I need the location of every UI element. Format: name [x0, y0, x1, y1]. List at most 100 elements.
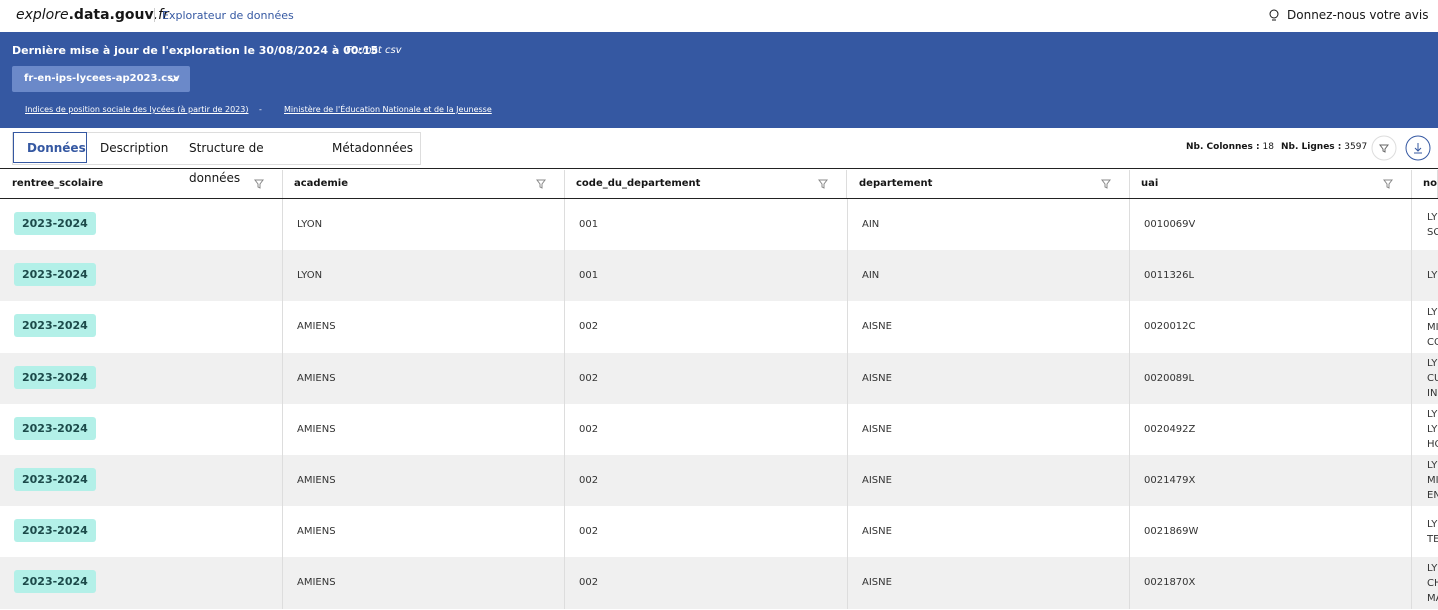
column-header[interactable]: rentree_scolaire: [0, 170, 283, 198]
cell-line: EN: [1427, 490, 1438, 502]
filter-button[interactable]: [1371, 135, 1397, 161]
cell-border: [1129, 301, 1130, 353]
cell-border: [1129, 455, 1130, 507]
cell-border: [847, 557, 848, 609]
organization-link[interactable]: Ministère de l'Éducation Nationale et de…: [284, 105, 492, 114]
stat-label: Nb. Colonnes :: [1186, 142, 1260, 152]
cell: 001: [579, 219, 599, 230]
year-badge: 2023-2024: [14, 314, 96, 338]
cell: 0021479X: [1144, 475, 1196, 486]
cell: AMIENS: [297, 321, 336, 333]
cell: 0021869W: [1144, 526, 1199, 538]
tab[interactable]: Données: [13, 132, 87, 163]
stat-label: Nb. Lignes :: [1281, 142, 1342, 152]
cell-border: [564, 403, 565, 455]
cell-border: [1411, 352, 1412, 404]
dataset-link[interactable]: Indices de position sociale des lycées (…: [25, 105, 249, 114]
cell-border: [282, 199, 283, 251]
cell: 002: [579, 475, 599, 486]
logo-part: explore: [16, 7, 69, 23]
column-filter[interactable]: [254, 179, 264, 189]
cell: 0010069V: [1144, 219, 1196, 230]
column-filter[interactable]: [536, 179, 546, 189]
cell-line: LY: [1427, 408, 1438, 420]
cell: AMIENS: [297, 372, 336, 384]
cell-line: CO: [1427, 336, 1438, 348]
feedback-link[interactable]: Donnez-nous votre avis: [1287, 8, 1429, 22]
column-header[interactable]: departement: [847, 170, 1130, 198]
column-filter[interactable]: [1383, 179, 1393, 189]
app-name: Explorateur de données: [162, 9, 294, 22]
year-badge: 2023-2024: [14, 416, 96, 440]
column-header[interactable]: code_du_departement: [564, 170, 847, 198]
cell-border: [1129, 557, 1130, 609]
cell-line: IN: [1427, 387, 1438, 399]
column-filter[interactable]: [818, 179, 828, 189]
tab[interactable]: Métadonnées: [332, 141, 413, 155]
cell: 001: [579, 270, 599, 282]
cell-line: HO: [1427, 438, 1438, 450]
cell-line: LY: [1427, 562, 1438, 574]
cell-line: CH: [1427, 577, 1438, 589]
cell-line: LY: [1427, 423, 1438, 435]
cell-border: [1411, 506, 1412, 558]
cell-border: [282, 352, 283, 404]
separator: -: [334, 45, 338, 56]
cell-border: [847, 506, 848, 558]
year-badge: 2023-2024: [14, 263, 96, 287]
cell: AISNE: [862, 372, 892, 384]
cell-border: [282, 301, 283, 353]
cell: AISNE: [862, 577, 892, 589]
cell-border: [847, 352, 848, 404]
cell-border: [564, 557, 565, 609]
cell-line: LY: [1427, 357, 1438, 369]
cell-border: [282, 250, 283, 302]
cell: 002: [579, 321, 599, 333]
year-badge: 2023-2024: [14, 365, 96, 389]
cell: AMIENS: [297, 423, 336, 435]
cell: 002: [579, 526, 599, 538]
cell: AISNE: [862, 423, 892, 435]
stat-value: 3597: [1344, 142, 1368, 152]
cell-border: [1129, 199, 1130, 251]
cell-border: [847, 455, 848, 507]
cell: 0020012C: [1144, 321, 1196, 333]
cell-border: [1129, 506, 1130, 558]
cell-line: LY: [1427, 211, 1438, 223]
cell-line: LY: [1427, 270, 1438, 282]
cell-border: [564, 506, 565, 558]
top-bar: explore.data.gouv.fr Explorateur de donn…: [0, 0, 1438, 33]
column-header[interactable]: academie: [282, 170, 565, 198]
update-date: Dernière mise à jour de l'exploration le…: [12, 44, 379, 57]
cell: 0021870X: [1144, 577, 1196, 589]
column-header[interactable]: no: [1411, 170, 1438, 198]
file-select[interactable]: fr-en-ips-lycees-ap2023.csv: [12, 66, 190, 92]
logo[interactable]: explore.data.gouv.fr: [16, 7, 169, 23]
cell-line: MA: [1427, 592, 1438, 604]
cell-border: [282, 455, 283, 507]
file-name: fr-en-ips-lycees-ap2023.csv: [24, 73, 180, 84]
cell-border: [847, 250, 848, 302]
table-row: [0, 199, 1438, 251]
cell: LYON: [297, 219, 323, 230]
cell-border: [847, 403, 848, 455]
format: Format csv: [346, 45, 402, 56]
cell-border: [282, 506, 283, 558]
cell-line: MI: [1427, 321, 1438, 333]
column-filter[interactable]: [1101, 179, 1111, 189]
download-button[interactable]: [1405, 135, 1431, 161]
chevron: [168, 76, 178, 83]
tab[interactable]: Structure de données: [189, 141, 264, 185]
cell-border: [1129, 352, 1130, 404]
tab[interactable]: Description: [100, 141, 169, 155]
logo-part: .data.gouv: [68, 7, 154, 23]
cell: AMIENS: [297, 475, 336, 486]
cell-line: TE: [1427, 533, 1438, 545]
cell: AISNE: [862, 475, 892, 486]
cell-border: [1411, 557, 1412, 609]
cell: AIN: [862, 219, 880, 230]
column-header[interactable]: uai: [1129, 170, 1412, 198]
table-row: [0, 557, 1438, 609]
cell: AMIENS: [297, 526, 336, 538]
